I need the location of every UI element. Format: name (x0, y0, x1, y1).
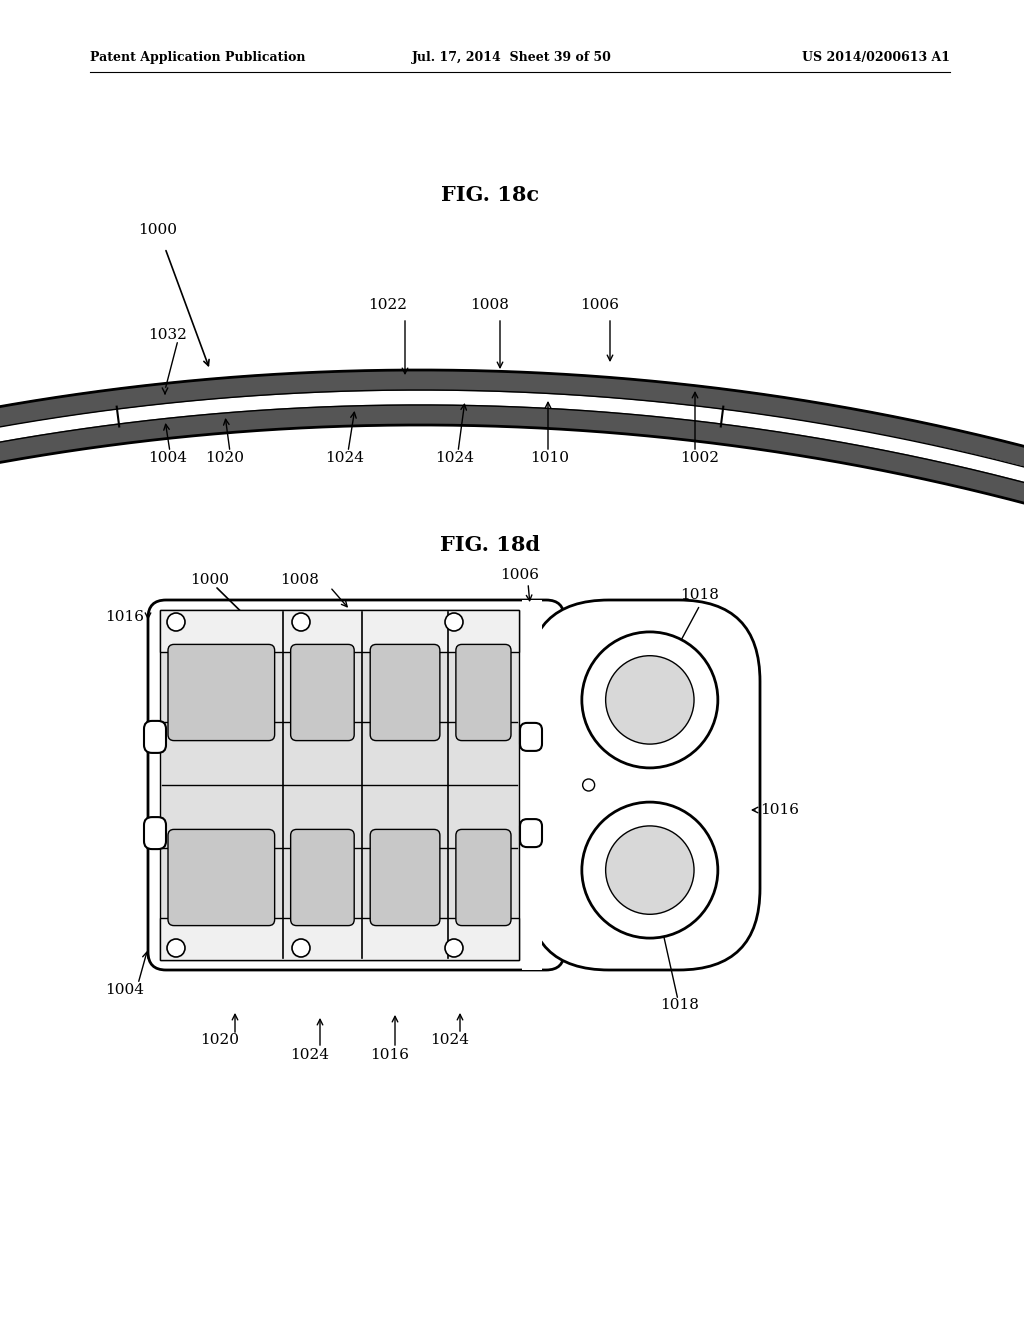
Text: 1004: 1004 (105, 983, 144, 997)
Text: 1004: 1004 (148, 451, 187, 465)
FancyBboxPatch shape (144, 721, 166, 752)
Text: 1008: 1008 (281, 573, 319, 587)
Text: 1024: 1024 (325, 451, 364, 465)
Text: 1024: 1024 (291, 1048, 330, 1063)
FancyBboxPatch shape (168, 829, 274, 925)
Text: 1010: 1010 (530, 451, 569, 465)
Text: 1018: 1018 (660, 998, 698, 1012)
Text: Patent Application Publication: Patent Application Publication (90, 51, 305, 65)
FancyBboxPatch shape (168, 644, 274, 741)
FancyBboxPatch shape (291, 829, 354, 925)
Text: 1024: 1024 (430, 1034, 469, 1047)
Circle shape (445, 612, 463, 631)
Bar (160, 610, 519, 652)
Text: 1020: 1020 (205, 451, 244, 465)
FancyBboxPatch shape (456, 644, 511, 741)
Text: US 2014/0200613 A1: US 2014/0200613 A1 (802, 51, 950, 65)
FancyBboxPatch shape (144, 817, 166, 849)
Text: Jul. 17, 2014  Sheet 39 of 50: Jul. 17, 2014 Sheet 39 of 50 (412, 51, 612, 65)
Circle shape (167, 612, 185, 631)
Text: 1032: 1032 (148, 327, 186, 342)
Circle shape (292, 612, 310, 631)
Circle shape (167, 939, 185, 957)
Text: 1002: 1002 (680, 451, 719, 465)
Text: 1016: 1016 (105, 610, 144, 624)
FancyBboxPatch shape (371, 829, 440, 925)
Text: 1024: 1024 (435, 451, 474, 465)
Text: 1008: 1008 (471, 298, 509, 312)
Circle shape (292, 939, 310, 957)
Circle shape (583, 779, 595, 791)
FancyBboxPatch shape (520, 723, 542, 751)
FancyBboxPatch shape (520, 820, 542, 847)
Text: 1016: 1016 (760, 803, 799, 817)
Text: FIG. 18d: FIG. 18d (440, 535, 540, 554)
Circle shape (582, 803, 718, 939)
FancyBboxPatch shape (148, 601, 564, 970)
Text: 1006: 1006 (501, 568, 540, 582)
Circle shape (445, 939, 463, 957)
Text: FIG. 18c: FIG. 18c (441, 185, 539, 205)
Text: 1000: 1000 (190, 573, 229, 587)
Text: 1022: 1022 (369, 298, 408, 312)
Text: 1006: 1006 (581, 298, 620, 312)
Text: 1020: 1020 (201, 1034, 240, 1047)
Bar (160, 610, 519, 960)
Circle shape (605, 826, 694, 915)
Text: 1000: 1000 (138, 223, 177, 238)
Circle shape (605, 656, 694, 744)
Text: 1018: 1018 (680, 587, 719, 602)
Circle shape (582, 632, 718, 768)
Bar (522, 601, 543, 970)
FancyBboxPatch shape (371, 644, 440, 741)
Text: 1016: 1016 (371, 1048, 410, 1063)
FancyBboxPatch shape (456, 829, 511, 925)
FancyBboxPatch shape (291, 644, 354, 741)
FancyBboxPatch shape (527, 601, 760, 970)
Bar (160, 917, 519, 960)
